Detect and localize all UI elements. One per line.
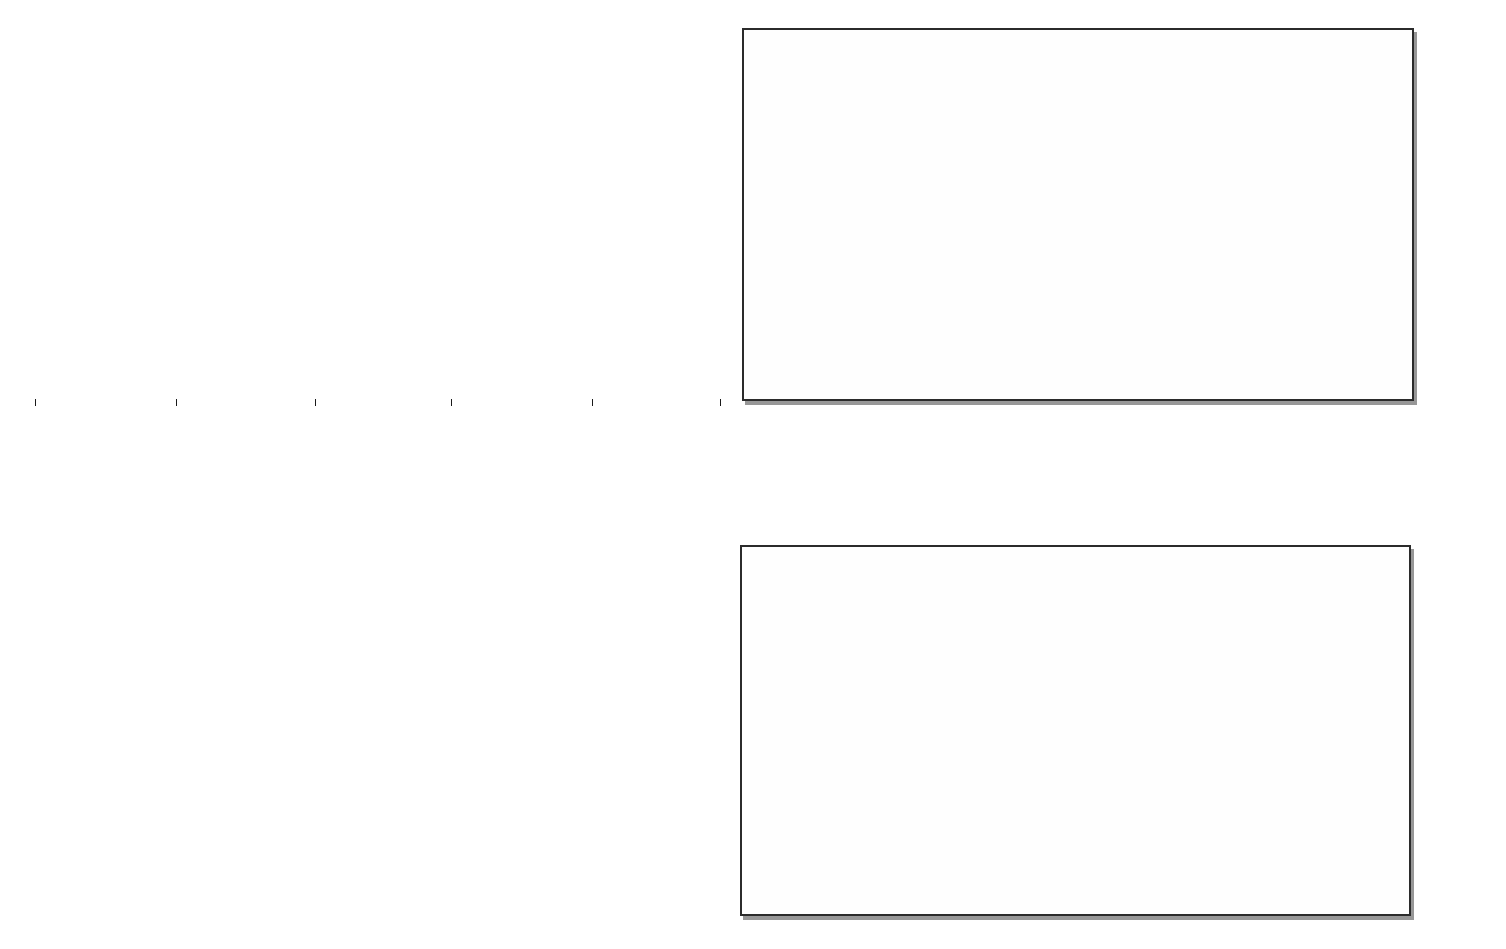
logo-circle-icon [1224,933,1312,949]
logo-mark-icon [1426,935,1437,949]
chromatogram-phenylalanine [742,28,1414,401]
table-continuation-stub [592,399,593,406]
chromatogram-tyrosine [740,545,1411,916]
logo-mark-icon [1317,941,1329,949]
table-continuation-stub [315,399,316,406]
table-continuation-stub [451,399,452,406]
table-continuation-stub [35,399,36,406]
table-continuation-stub [176,399,177,406]
table-continuation-stub [720,399,721,406]
